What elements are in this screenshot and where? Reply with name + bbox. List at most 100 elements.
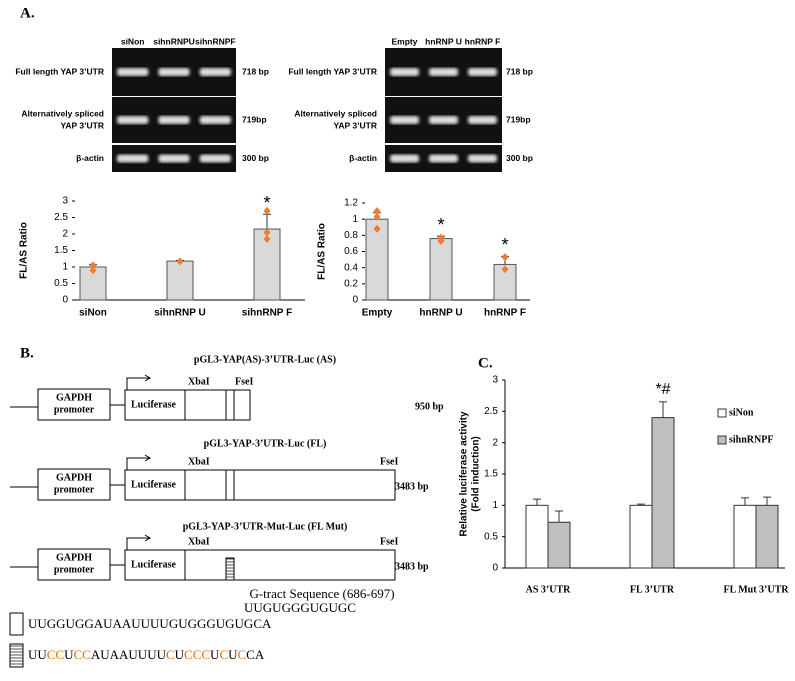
row-label: YAP 3’UTR xyxy=(61,120,104,130)
gel-band xyxy=(158,68,190,76)
size: 950 bp xyxy=(415,401,444,412)
x-tick-label: FL Mut 3’UTR xyxy=(724,584,790,595)
legend-label: sihnRNPF xyxy=(729,434,773,445)
y-axis-label: FL/AS Ratio xyxy=(19,222,30,279)
band-size: 300 bp xyxy=(506,153,533,163)
y-tick-label: 0.2 xyxy=(344,278,358,289)
mut-box xyxy=(9,643,24,668)
y-tick-label: 1.5 xyxy=(484,469,498,480)
seq-part: C xyxy=(219,647,228,662)
lane-label: sihnRNPU xyxy=(153,36,195,46)
gels: siNon sihnRNPU sihnRNPF Full length YAP 3’U… xyxy=(15,36,533,172)
bar xyxy=(629,504,653,569)
gel-band xyxy=(390,68,419,76)
seq-part: U xyxy=(210,647,220,662)
gel-band xyxy=(117,68,149,76)
legend-swatch xyxy=(717,435,727,445)
lane-label: hnRNP U xyxy=(425,36,462,46)
x-tick-label: hnRNP U xyxy=(419,308,462,319)
sequence: G-tract Sequence (686-697) UUGUGGGUGUGC … xyxy=(9,586,395,668)
data-point xyxy=(501,265,509,274)
error-bar xyxy=(763,496,771,506)
site: XbaI xyxy=(188,536,210,547)
data-point xyxy=(373,212,381,221)
error-bar xyxy=(637,503,645,506)
bar xyxy=(547,521,571,569)
y-tick-label: 0 xyxy=(352,295,358,306)
seq-title: G-tract Sequence (686-697) xyxy=(249,586,394,601)
gel-band xyxy=(468,116,497,124)
error-bar xyxy=(659,401,667,418)
row-label: Alternatively spliced xyxy=(21,108,104,118)
bar xyxy=(755,504,779,569)
promoter: GAPDH xyxy=(56,392,92,403)
promoter: GAPDH xyxy=(56,552,92,563)
y-tick-label: 0 xyxy=(492,563,498,574)
panel-label: B. xyxy=(20,345,34,361)
annotation: * xyxy=(437,215,444,235)
seq-part: CCC xyxy=(184,647,210,662)
data-point xyxy=(263,206,271,215)
bar xyxy=(733,504,757,569)
utr-box xyxy=(184,469,396,501)
g-tract xyxy=(225,389,235,421)
construct-title: pGL3-YAP-3’UTR-Luc (FL) xyxy=(204,438,327,449)
y-tick-label: 2.5 xyxy=(54,212,68,223)
seq-part: U xyxy=(175,647,185,662)
luciferase-box xyxy=(124,549,186,581)
site: FseI xyxy=(380,456,398,467)
error-bar xyxy=(741,497,749,506)
y-tick-label: 2 xyxy=(492,437,498,448)
luciferase-box xyxy=(124,389,186,421)
y-tick-label: 1 xyxy=(492,500,498,511)
promoter-arrow xyxy=(126,374,151,390)
data-point xyxy=(263,228,271,237)
promoter: promoter xyxy=(54,564,95,575)
y-axis-label: Relative luciferase activity xyxy=(459,411,470,537)
y-axis-label: (Fold induction) xyxy=(471,436,482,512)
x-tick-label: Empty xyxy=(362,308,393,319)
promoter: promoter xyxy=(54,484,95,495)
y-tick-label: 0 xyxy=(62,295,68,306)
data-point xyxy=(176,257,184,266)
row-label: β-actin xyxy=(76,153,104,163)
x-tick-label: FL 3’UTR xyxy=(630,584,675,595)
construct-title: pGL3-YAP-3’UTR-Mut-Luc (FL Mut) xyxy=(183,521,348,532)
lane-label: siNon xyxy=(121,36,145,46)
gel-band xyxy=(158,116,190,124)
y-tick-label: 0.4 xyxy=(344,262,358,273)
seq-part: CC xyxy=(47,647,64,662)
gel-band xyxy=(429,68,458,76)
band-size: 300 bp xyxy=(242,153,269,163)
panel-label: C. xyxy=(478,355,493,371)
bar xyxy=(166,260,194,301)
size: 3483 bp xyxy=(395,561,429,572)
reporter: Luciferase xyxy=(131,479,177,490)
band-size: 718 bp xyxy=(242,66,269,76)
y-tick-label: 2 xyxy=(62,229,68,240)
g-tract xyxy=(225,557,235,581)
bar xyxy=(429,238,453,301)
utr-box xyxy=(184,389,251,421)
data-point xyxy=(501,253,509,262)
band-size: 719bp xyxy=(242,114,267,124)
seq-part: C xyxy=(166,647,175,662)
x-tick-label: sihnRNP U xyxy=(154,308,206,319)
site: FseI xyxy=(235,376,253,387)
y-tick-label: 3 xyxy=(62,196,68,207)
seq-part: CC xyxy=(74,647,91,662)
seq-part: CA xyxy=(246,647,265,662)
gel-band xyxy=(117,154,149,163)
data-point xyxy=(89,266,97,275)
row-label: β-actin xyxy=(349,153,377,163)
promoter-arrow xyxy=(126,454,151,470)
seq-part: UU xyxy=(28,647,47,662)
data-point xyxy=(373,207,381,216)
annotation: * xyxy=(501,235,508,255)
gel-band xyxy=(199,116,231,124)
y-tick-label: 3 xyxy=(492,375,498,386)
y-tick-label: 1 xyxy=(352,214,358,225)
lane-label: sihnRNPF xyxy=(195,36,236,46)
x-tick-label: AS 3’UTR xyxy=(526,584,572,595)
